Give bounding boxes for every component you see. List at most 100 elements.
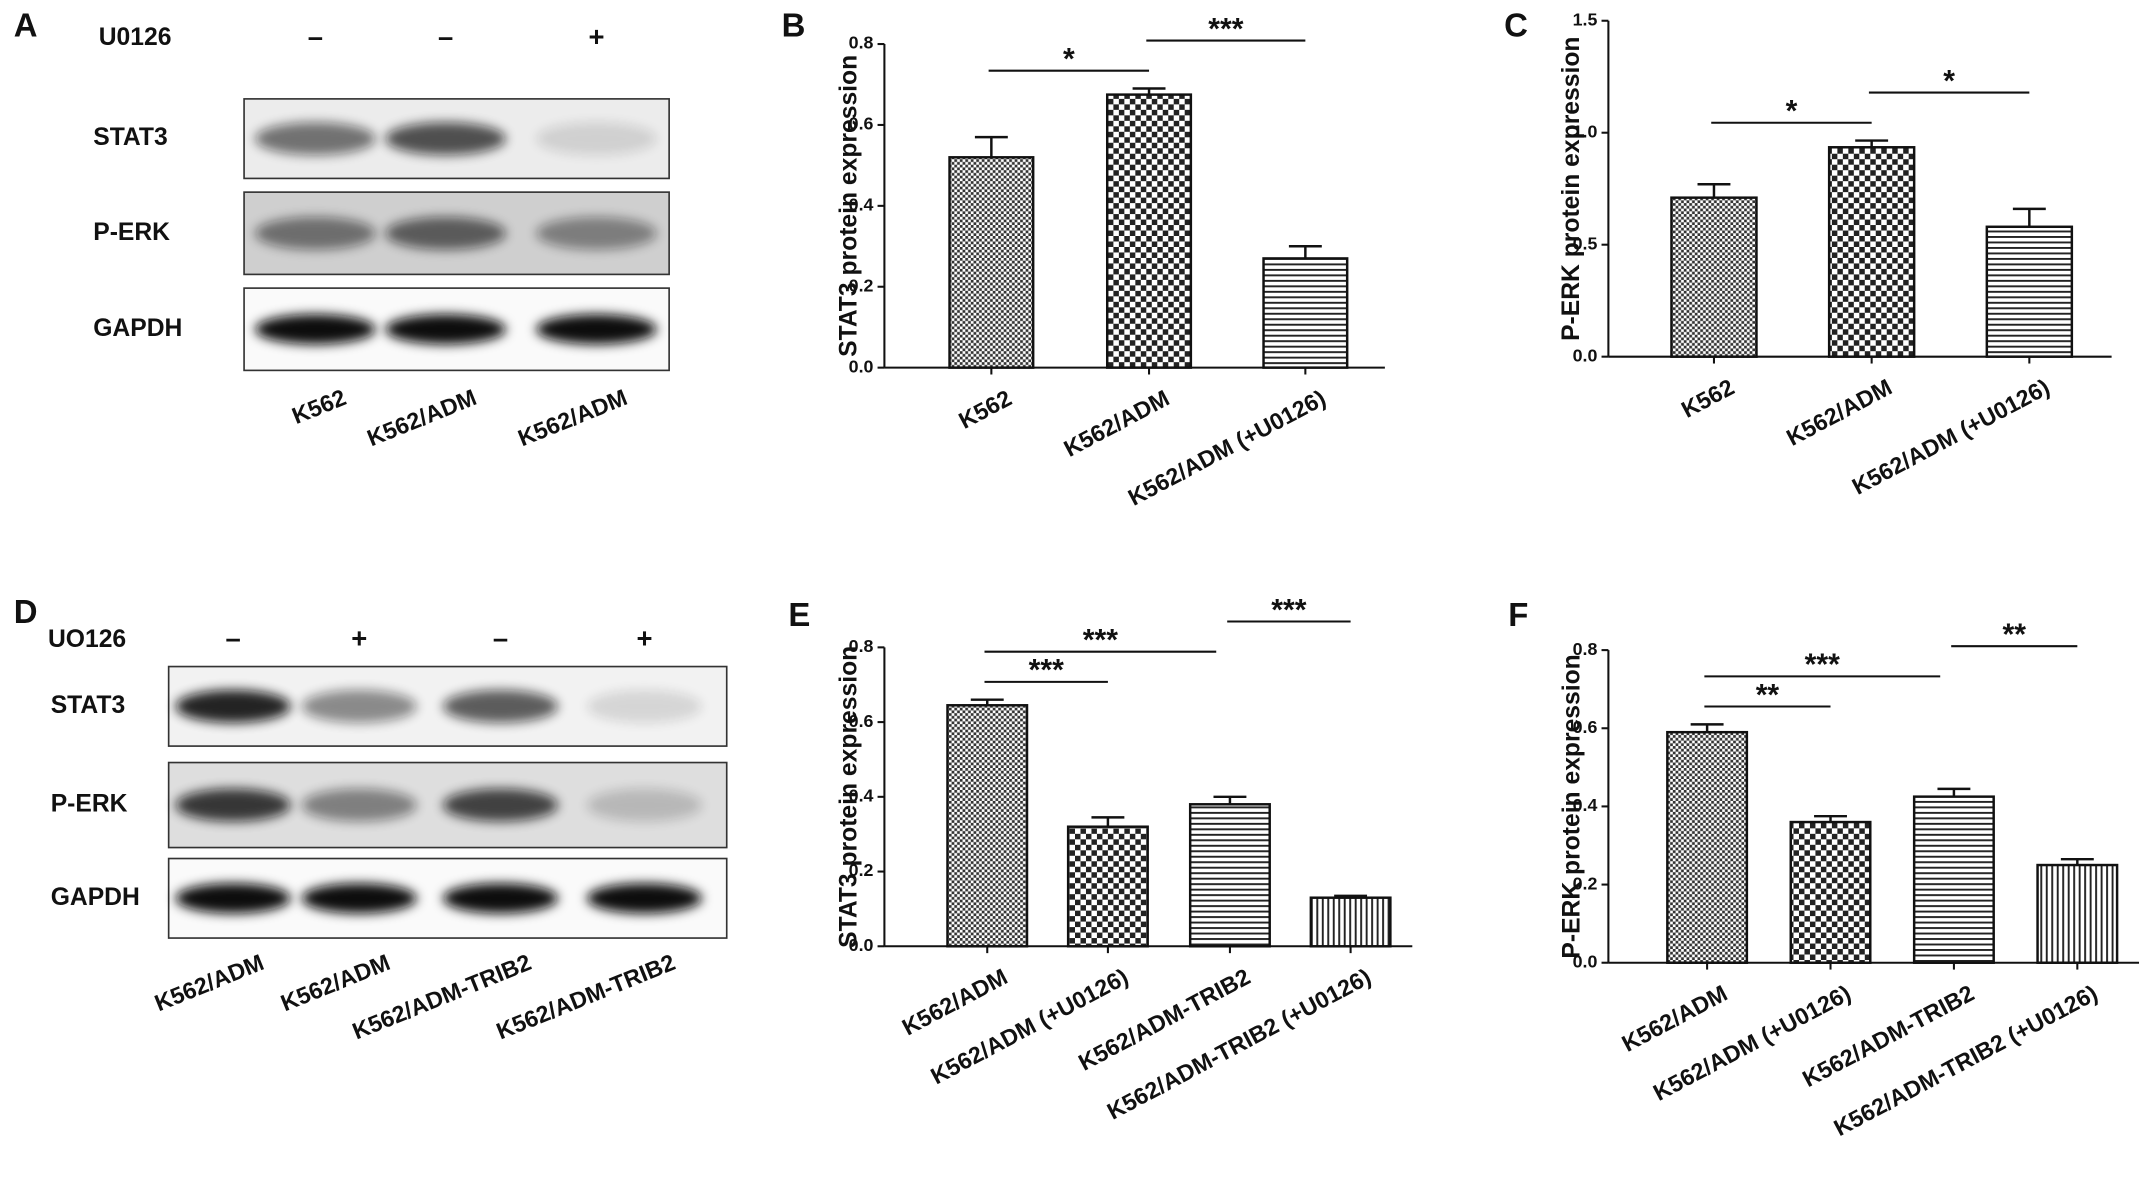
y-axis-label: STAT3 protein expression <box>836 646 863 948</box>
treatment-label: UO126 <box>48 626 126 653</box>
lane-label: K562/ADM <box>151 949 268 1016</box>
significance-label: *** <box>1029 654 1064 687</box>
significance-label: * <box>1786 95 1798 128</box>
blot-band <box>536 216 657 250</box>
lane-label: K562 <box>288 384 349 429</box>
blot-band <box>442 883 559 914</box>
blot-band <box>255 122 376 156</box>
treatment-sign: + <box>588 21 604 52</box>
y-tick-label: 0.0 <box>849 935 874 955</box>
treatment-label: U0126 <box>99 24 172 51</box>
treatment-sign: – <box>225 623 240 654</box>
blot-band <box>175 788 291 822</box>
blot-band <box>301 689 417 723</box>
protein-label: P-ERK <box>51 791 128 818</box>
blot-band <box>586 788 703 822</box>
panel-letter: C <box>1504 6 1528 43</box>
bar <box>1666 730 1749 964</box>
lane-label: K562/ADM <box>277 949 394 1016</box>
significance-label: *** <box>1208 13 1243 46</box>
bar <box>1827 146 1916 358</box>
y-tick-label: 0.8 <box>1573 639 1598 659</box>
protein-label: STAT3 <box>93 124 167 151</box>
y-tick-label: 0.4 <box>849 786 874 806</box>
significance-label: ** <box>1756 679 1780 712</box>
bar <box>1066 825 1149 948</box>
bar <box>1188 803 1271 948</box>
y-tick-label: 0.8 <box>849 33 874 53</box>
bar <box>2036 863 2119 964</box>
significance-label: *** <box>1083 624 1118 657</box>
bar <box>1262 257 1349 369</box>
panel-letter: F <box>1508 596 1528 633</box>
y-tick-label: 0.6 <box>849 114 874 134</box>
x-tick-label: K562/ADM <box>1782 374 1896 451</box>
significance-label: *** <box>1805 649 1840 682</box>
significance-label: * <box>1943 65 1955 98</box>
protein-label: P-ERK <box>93 219 170 246</box>
treatment-sign: – <box>438 21 453 52</box>
y-tick-label: 0.5 <box>1573 233 1598 253</box>
blot-band <box>536 314 657 345</box>
protein-label: GAPDH <box>93 315 182 342</box>
blot-band <box>385 216 506 250</box>
blot-band <box>536 122 657 156</box>
y-tick-label: 0.0 <box>1573 345 1598 365</box>
x-tick-label: K562/ADM (+U0126) <box>926 963 1132 1089</box>
panel-letter: A <box>14 6 38 43</box>
x-tick-label: K562/ADM <box>1060 385 1174 462</box>
y-tick-label: 0.2 <box>1573 873 1598 893</box>
significance-label: *** <box>1271 594 1306 627</box>
protein-label: STAT3 <box>51 692 125 719</box>
blot-band <box>255 216 376 250</box>
blot-band <box>255 314 376 345</box>
blot-band <box>586 689 703 723</box>
significance-label: ** <box>2003 619 2027 652</box>
treatment-sign: + <box>351 623 367 654</box>
y-tick-label: 0.2 <box>849 275 874 295</box>
bar <box>1309 896 1392 948</box>
y-tick-label: 0.6 <box>1573 717 1598 737</box>
treatment-sign: – <box>308 21 323 52</box>
y-tick-label: 0.0 <box>1573 951 1598 971</box>
significance-label: * <box>1063 43 1075 76</box>
panel-letter: E <box>788 596 810 633</box>
blot-band <box>385 314 506 345</box>
blot-band <box>385 122 506 156</box>
bar <box>948 156 1035 369</box>
y-axis-label: STAT3 protein expression <box>836 55 863 357</box>
y-tick-label: 0.0 <box>849 356 874 376</box>
blot-band <box>301 788 417 822</box>
bar <box>1105 93 1193 369</box>
y-tick-label: 1.5 <box>1573 9 1598 29</box>
protein-label: GAPDH <box>51 884 140 911</box>
y-tick-label: 1.0 <box>1573 121 1598 141</box>
treatment-sign: – <box>493 623 508 654</box>
y-tick-label: 0.6 <box>849 711 874 731</box>
x-tick-label: K562/ADM (+U0126) <box>1649 980 1855 1106</box>
bar <box>1912 795 1995 964</box>
bar <box>1985 225 2074 358</box>
blot-band <box>586 883 703 914</box>
x-tick-label: K562/ADM <box>1618 980 1732 1057</box>
y-tick-label: 0.2 <box>849 860 874 880</box>
bar <box>946 704 1029 948</box>
lane-label: K562/ADM <box>514 384 631 451</box>
y-tick-label: 0.8 <box>849 636 874 656</box>
panel-letter: B <box>782 6 806 43</box>
lane-label: K562/ADM <box>363 384 480 451</box>
y-tick-label: 0.4 <box>849 195 874 215</box>
x-tick-label: K562 <box>1677 374 1738 423</box>
blot-band <box>301 883 417 914</box>
blot-band <box>175 883 291 914</box>
blot-band <box>175 689 291 723</box>
y-axis-label: P-ERK protein expression <box>1558 654 1585 958</box>
blot-band <box>442 788 559 822</box>
bar <box>1670 196 1758 358</box>
y-tick-label: 0.4 <box>1573 795 1598 815</box>
blot-band <box>442 689 559 723</box>
treatment-sign: + <box>636 623 652 654</box>
panel-letter: D <box>14 593 38 630</box>
bar <box>1789 820 1872 964</box>
